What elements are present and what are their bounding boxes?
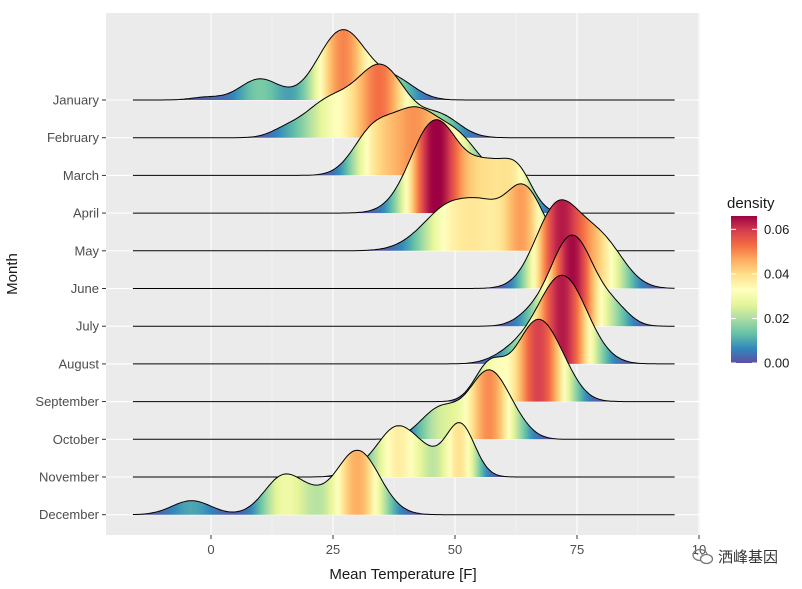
y-tick-label: July [76,319,100,334]
ridge-fill [132,29,675,101]
ridge-outline [132,29,675,101]
ridge-series-group [132,29,675,516]
ridge-january [132,29,675,101]
ridge-june [132,199,675,289]
legend-colorbar [731,216,757,363]
ridge-december [132,449,675,516]
legend: density 0.00 0.02 0.04 0.06 [727,195,789,371]
x-tick-label: 50 [448,542,462,557]
x-axis: 0 25 50 75 10 [207,535,706,557]
ridge-outline [132,274,675,365]
y-tick-label: March [63,168,99,183]
ridge-fill [132,450,675,515]
ridge-outline [132,318,675,403]
y-axis: January February March April May June July Augu… [35,93,106,522]
ridge-outline [132,422,675,478]
ridge-outline [132,106,675,176]
y-tick-label: January [53,93,100,108]
ridge-outline [132,119,675,214]
watermark-text: 洒峰基因 [717,548,778,566]
ridge-fill [132,64,675,138]
ridge-outline [132,63,675,139]
y-tick-label: February [47,130,100,145]
y-tick-label: September [35,394,99,409]
legend-label: 0.04 [764,266,789,281]
ridge-fill [132,106,675,176]
legend-label: 0.00 [764,356,789,371]
y-tick-label: May [74,243,99,258]
y-tick-label: April [73,206,99,221]
x-axis-title: Mean Temperature [F] [329,566,476,583]
y-tick-label: October [53,432,100,447]
y-tick-label: November [39,470,100,485]
ridge-february [132,63,675,139]
ridge-november [132,422,675,478]
ridge-outline [132,449,675,516]
wechat-icon [692,548,714,564]
y-tick-label: August [59,356,100,371]
x-tick-label: 0 [207,542,214,557]
legend-title: density [727,195,775,212]
ridge-fill [132,199,675,289]
x-tick-label: 75 [570,542,584,557]
y-tick-label: June [71,281,99,296]
ridge-march [132,106,675,176]
legend-label: 0.02 [764,311,789,326]
legend-ticks: 0.00 0.02 0.04 0.06 [731,222,789,371]
ridge-outline [132,234,675,327]
ridge-fill [132,422,675,477]
ridge-fill [132,119,675,214]
x-tick-label: 25 [326,542,340,557]
watermark: 洒峰基因 [692,546,778,567]
ridge-september [132,318,675,403]
ridge-fill [132,319,675,402]
ridge-outline [132,199,675,289]
y-axis-title: Month [4,253,21,295]
ridge-april [132,119,675,214]
legend-label: 0.06 [764,222,789,237]
y-tick-label: December [39,507,100,522]
